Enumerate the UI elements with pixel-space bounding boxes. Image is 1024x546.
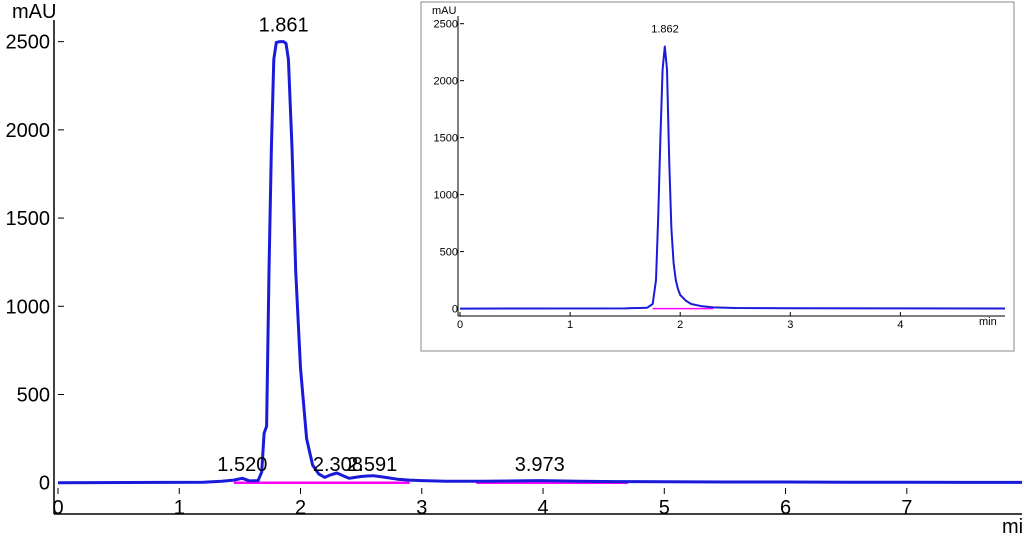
main-trace-line: [57, 40, 1022, 485]
y-tick-label: 2000: [434, 76, 458, 88]
inset-y-axis-label: mAU: [432, 5, 457, 17]
peak-label: 1.862: [651, 23, 679, 35]
y-tick-label: 1500: [434, 133, 458, 145]
y-tick-label: 500: [440, 246, 458, 258]
y-tick-label: 0: [452, 303, 458, 315]
x-tick-label: 3: [416, 497, 427, 519]
main-x-axis-label: min: [1002, 516, 1024, 538]
y-tick-label: 1500: [6, 208, 51, 230]
x-tick-label: 1: [174, 497, 185, 519]
y-tick-label: 1000: [434, 189, 458, 201]
y-tick-label: 500: [17, 384, 50, 406]
x-tick-label: 0: [52, 497, 63, 519]
inset-x-axis-label: min: [979, 316, 997, 328]
main-y-ticks: 0 500 1000 1500 2000 2500: [6, 32, 64, 495]
x-tick-label: 2: [295, 497, 306, 519]
x-tick-label: 3: [787, 319, 793, 331]
peak-label: 2.308: [313, 454, 363, 476]
x-tick-label: 6: [780, 497, 791, 519]
x-tick-label: 5: [659, 497, 670, 519]
inset-frame: [420, 1, 1015, 352]
x-tick-label: 2: [677, 319, 683, 331]
y-tick-label: 2000: [6, 120, 51, 142]
y-tick-label: 1000: [6, 296, 51, 318]
peak-label: 2.591: [347, 454, 397, 476]
y-tick-label: 2500: [434, 19, 458, 31]
x-tick-label: 7: [901, 497, 912, 519]
peak-label: 1.861: [259, 15, 309, 37]
x-tick-label: 1: [567, 319, 573, 331]
main-y-axis-label: mAU: [12, 1, 56, 23]
x-tick-label: 4: [537, 497, 548, 519]
x-tick-label: 4: [897, 319, 903, 331]
inset-peak-labels: 1.862: [651, 23, 679, 35]
inset-trace-line: [459, 45, 1006, 310]
peak-label: 3.973: [515, 454, 565, 476]
inset-x-ticks: 0 1 2 3 4: [457, 312, 903, 331]
y-tick-label: 2500: [6, 32, 51, 54]
inset-chromatogram: mAU min 0 500 1000 1500 2000 2500 0 1 2 3 4 1.862: [420, 1, 1015, 352]
y-tick-label: 0: [39, 473, 50, 495]
x-tick-label: 0: [457, 319, 463, 331]
peak-label: 1.520: [217, 454, 267, 476]
main-x-ticks: 0 1 2 3 4 5 6 7: [52, 488, 912, 519]
inset-y-ticks: 0 500 1000 1500 2000 2500: [434, 19, 464, 315]
